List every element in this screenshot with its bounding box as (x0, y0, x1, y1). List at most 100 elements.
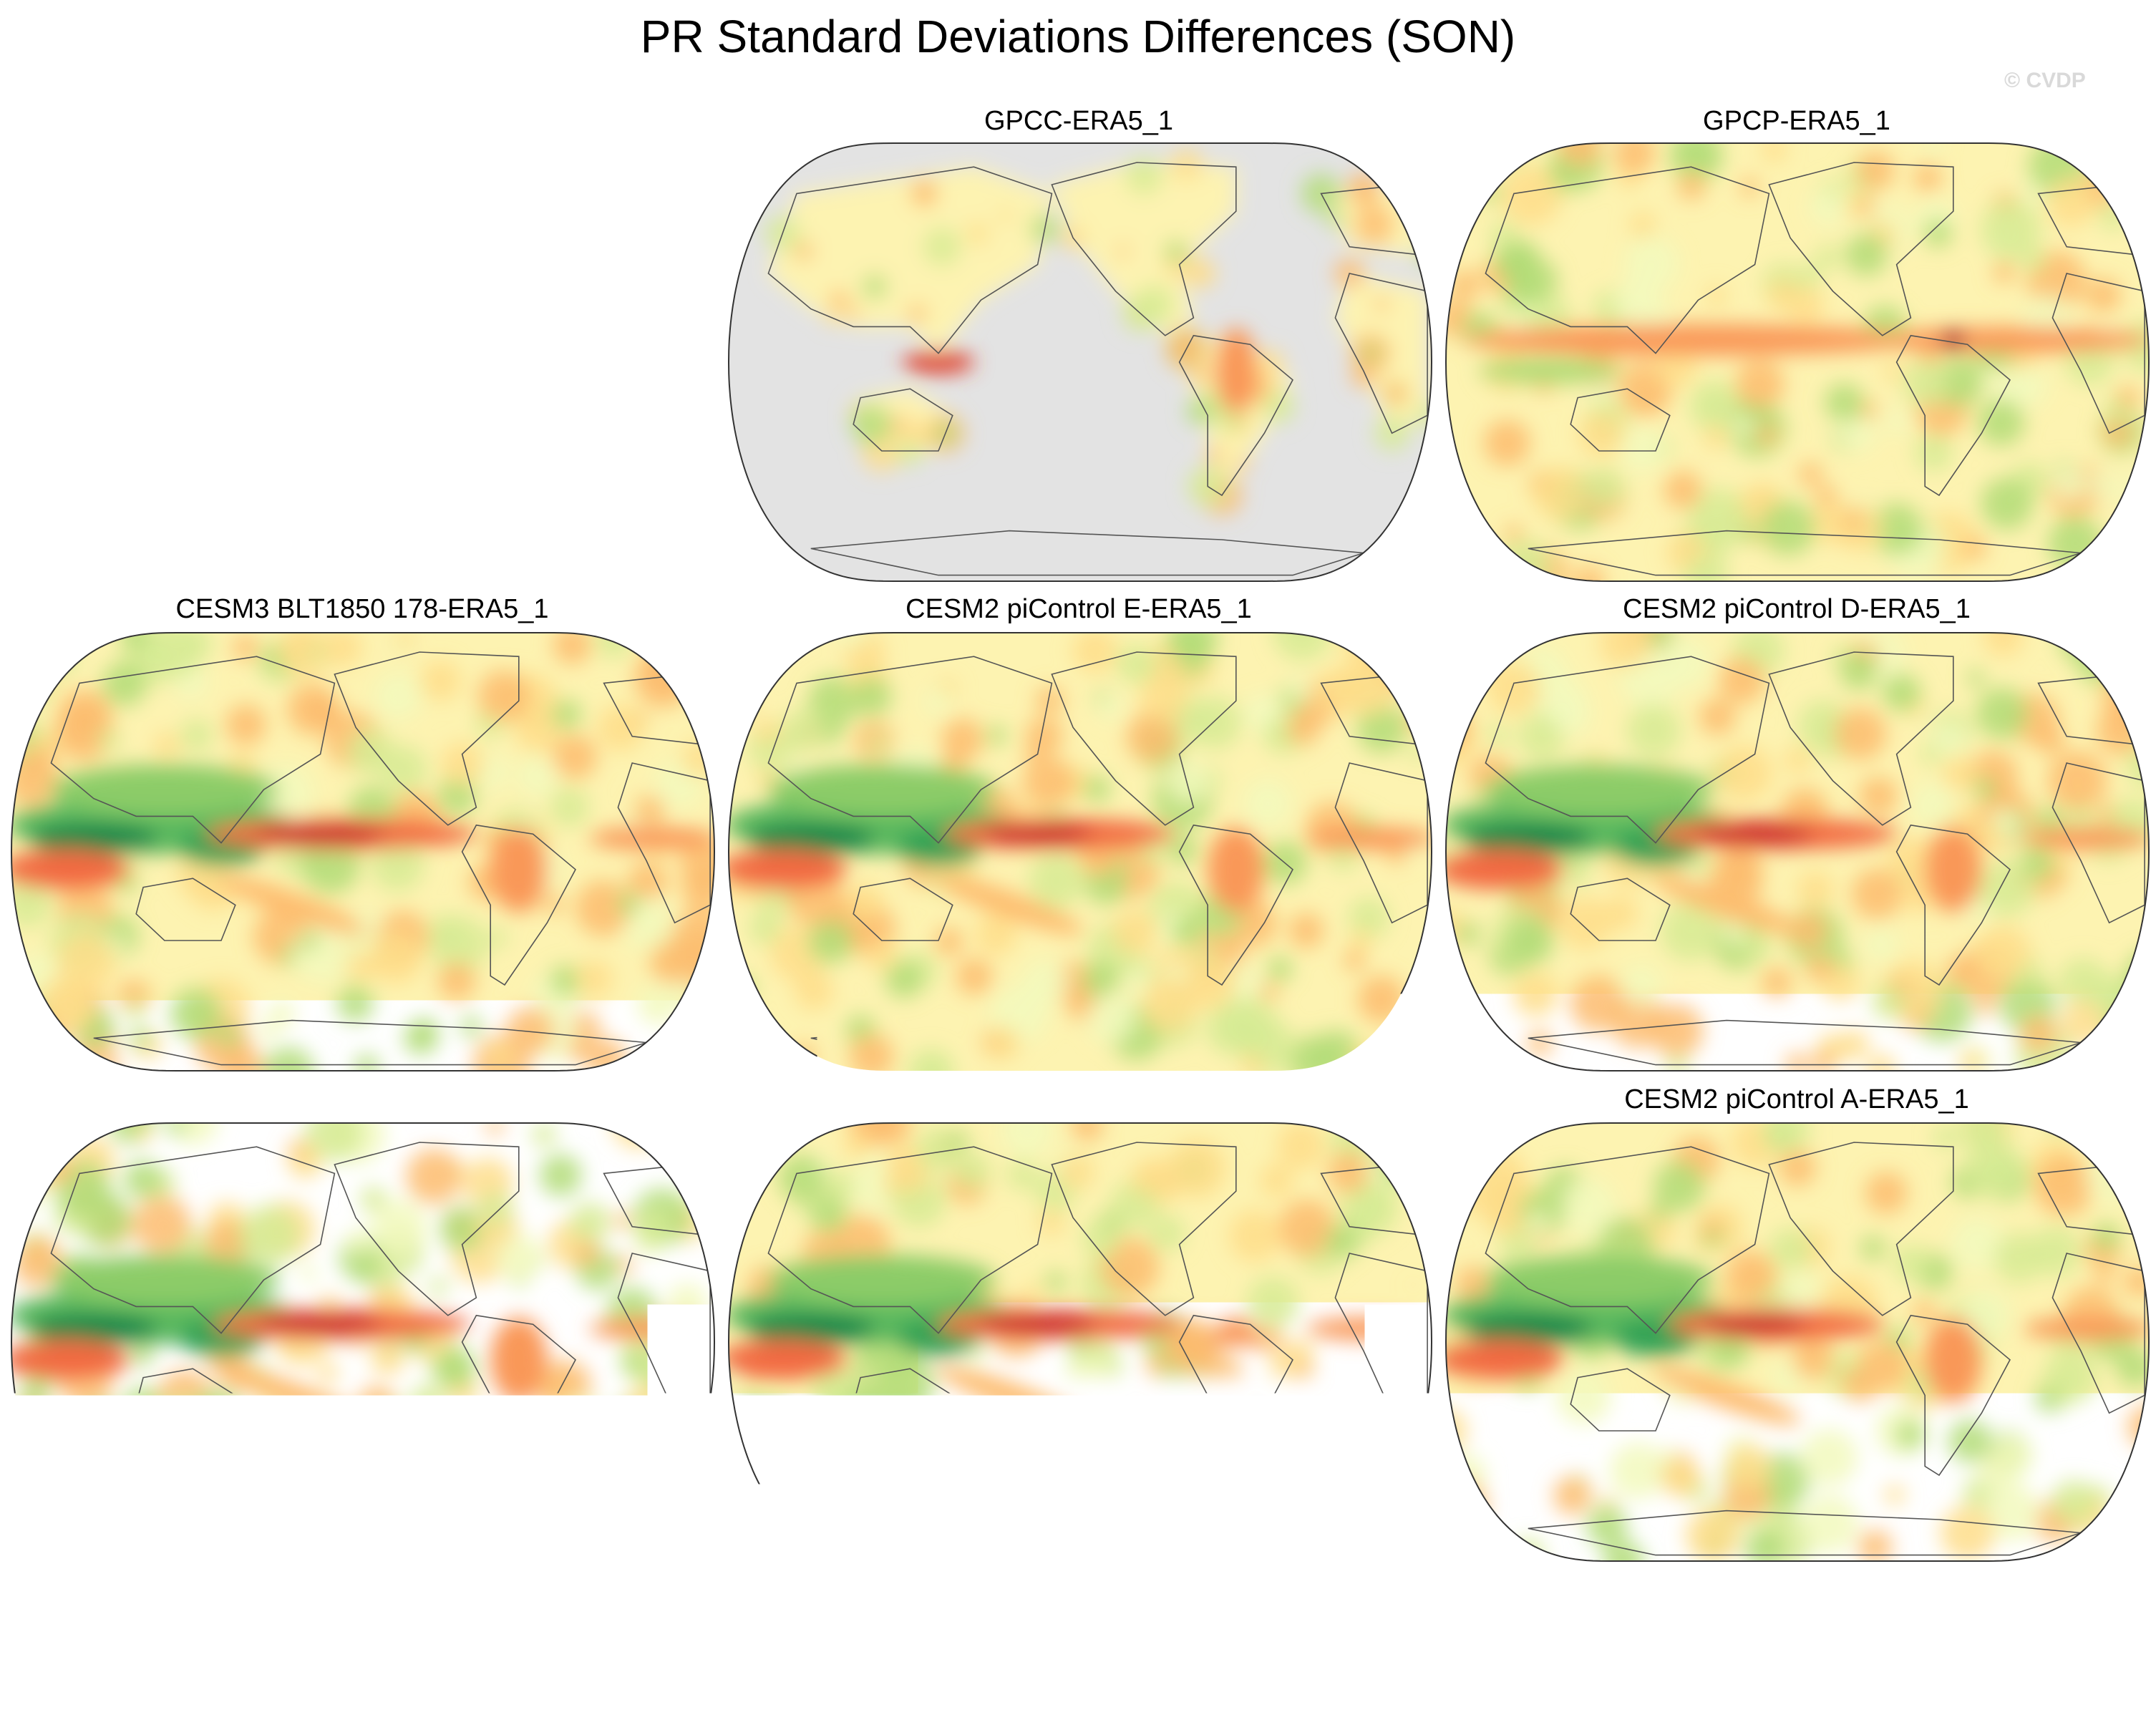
anomaly-blob (1885, 408, 1910, 434)
anomaly-blob (1141, 842, 1165, 865)
anomaly-blob (1401, 1283, 1427, 1309)
anomaly-blob (1843, 1289, 1866, 1312)
anomaly-blob (1621, 965, 1662, 1006)
anomaly-blob (829, 290, 850, 311)
anomaly-blob (1247, 1277, 1298, 1328)
anomaly-blob (1856, 151, 1895, 190)
anomaly-blob (1289, 1361, 1336, 1408)
anomaly-blob (2092, 1223, 2121, 1251)
anomaly-blob (747, 1313, 875, 1344)
anomaly-blob (1478, 140, 1527, 169)
anomaly-blob (1527, 1212, 1550, 1235)
anomaly-blob (1941, 1506, 1995, 1560)
anomaly-blob (570, 1202, 610, 1243)
panel-title: CESM2 piControl B-ERA5_1 (792, 1084, 1365, 1115)
map-field (1443, 1120, 2152, 1564)
anomaly-blob (173, 1487, 199, 1514)
anomaly-blob (1981, 477, 2034, 530)
anomaly-blob (1834, 708, 1886, 760)
anomaly-blob (1029, 853, 1084, 908)
anomaly-blob (1699, 699, 1736, 735)
colorbar-swatch (470, 1591, 558, 1625)
anomaly-blob (300, 1264, 318, 1282)
anomaly-blob (1797, 871, 1834, 908)
anomaly-blob (1487, 724, 1510, 747)
panel-title: GPCC-ERA5_1 (792, 106, 1365, 137)
anomaly-blob (1948, 1419, 1991, 1462)
anomaly-blob (1350, 929, 1372, 951)
anomaly-blob (1806, 955, 1834, 983)
panel-title: CESM2 piControl D-ERA5_1 (1510, 594, 2083, 625)
colorbar-tick-label: 0.25 (1218, 1631, 1285, 1670)
anomaly-blob (552, 699, 582, 729)
anomaly-blob (976, 914, 1017, 956)
anomaly-blob (395, 631, 414, 650)
anomaly-blob (1087, 994, 1135, 1042)
anomaly-blob (903, 351, 974, 374)
anomaly-blob (1967, 669, 1984, 686)
anomaly-blob (1392, 656, 1434, 701)
anomaly-blob (2035, 880, 2053, 898)
anomaly-blob (1975, 925, 2030, 980)
anomaly-blob (1620, 427, 1666, 472)
colorbar-swatch (1078, 1591, 1165, 1625)
anomaly-blob (1810, 189, 1847, 226)
anomaly-blob (2103, 630, 2142, 666)
anomaly-blob (693, 1456, 717, 1495)
anomaly-blob (1306, 827, 1434, 850)
anomaly-blob (1903, 360, 1949, 406)
anomaly-blob (2089, 975, 2127, 1013)
anomaly-blob (2052, 466, 2087, 501)
anomaly-blob (853, 677, 892, 716)
anomaly-blob (1306, 1317, 1434, 1340)
anomaly-blob (20, 1377, 50, 1407)
anomaly-blob (941, 718, 984, 760)
anomaly-blob (1913, 163, 1942, 192)
anomaly-blob (1167, 1139, 1226, 1197)
anomaly-blob (307, 694, 341, 728)
anomaly-blob (429, 1277, 448, 1296)
anomaly-blob (50, 1255, 279, 1305)
anomaly-blob (2051, 1480, 2095, 1524)
anomaly-blob (1172, 916, 1202, 946)
anomaly-blob (9, 1173, 44, 1208)
anomaly-blob (726, 1052, 749, 1074)
colorbar-swatch (1686, 1591, 1772, 1625)
anomaly-blob (1350, 1406, 1409, 1465)
anomaly-blob (680, 1027, 717, 1072)
anomaly-blob (2111, 1129, 2149, 1167)
anomaly-blob (1465, 650, 1495, 681)
map-field (9, 1120, 717, 1564)
anomaly-blob (576, 1241, 600, 1265)
anomaly-blob (1260, 983, 1278, 1001)
anomaly-blob (441, 742, 484, 785)
anomaly-blob (399, 1429, 444, 1474)
anomaly-blob (767, 764, 996, 815)
map-field (1443, 630, 2152, 1074)
anomaly-blob (622, 1353, 643, 1374)
anomaly-blob (552, 734, 597, 779)
anomaly-blob (1664, 471, 1702, 510)
anomaly-blob (1858, 198, 1875, 215)
anomaly-blob (618, 893, 640, 915)
anomaly-blob (747, 822, 875, 854)
anomaly-blob (460, 1016, 482, 1037)
anomaly-blob (1704, 425, 1728, 449)
anomaly-blob (735, 686, 753, 704)
anomaly-blob (986, 726, 1006, 746)
anomaly-blob (1083, 775, 1110, 802)
anomaly-blob (1704, 1314, 1807, 1334)
anomaly-blob (2119, 1011, 2152, 1062)
anomaly-blob (98, 729, 120, 751)
anomaly-blob (1248, 1432, 1296, 1479)
anomaly-blob (1942, 330, 1965, 350)
anomaly-blob (767, 1255, 996, 1305)
anomaly-blob (983, 824, 1092, 844)
colorbar-swatch (817, 1591, 905, 1625)
anomaly-blob (540, 1154, 582, 1196)
colorbar-swatch (1425, 1591, 1512, 1625)
anomaly-blob (1784, 747, 1811, 774)
anomaly-blob (130, 1027, 151, 1048)
anomaly-blob (1443, 1120, 1486, 1161)
anomaly-blob (1058, 1153, 1094, 1189)
